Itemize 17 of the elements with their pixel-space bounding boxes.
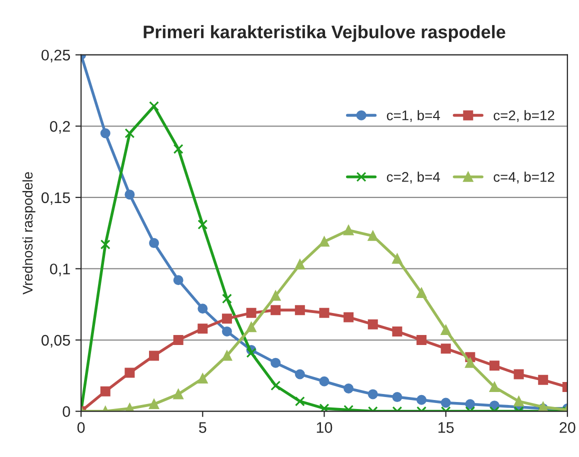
x-tick-label: 20 — [560, 422, 576, 433]
y-tick-label: 0,05 — [42, 334, 70, 348]
y-axis-title: Vrednosti raspodele — [22, 172, 36, 295]
y-tick-label: 0,2 — [50, 121, 70, 134]
x-tick-label: 0 — [77, 422, 85, 433]
legend-label: c=4, b=12 — [494, 172, 554, 184]
legend-label: c=1, b=4 — [386, 110, 440, 122]
y-tick-label: 0,25 — [42, 50, 70, 62]
legend-label: c=2, b=4 — [386, 172, 440, 184]
y-tick-label: 0,1 — [50, 264, 70, 276]
x-tick-label: 15 — [438, 422, 454, 433]
x-tick-label: 10 — [316, 422, 332, 433]
y-tick-label: 0,15 — [42, 192, 70, 205]
y-tick-label: 0 — [62, 406, 70, 417]
chart-title: Primeri karakteristika Vejbulove raspodele — [144, 25, 506, 42]
x-tick-label: 5 — [199, 422, 206, 433]
legend-label: c=2, b=12 — [494, 110, 554, 122]
